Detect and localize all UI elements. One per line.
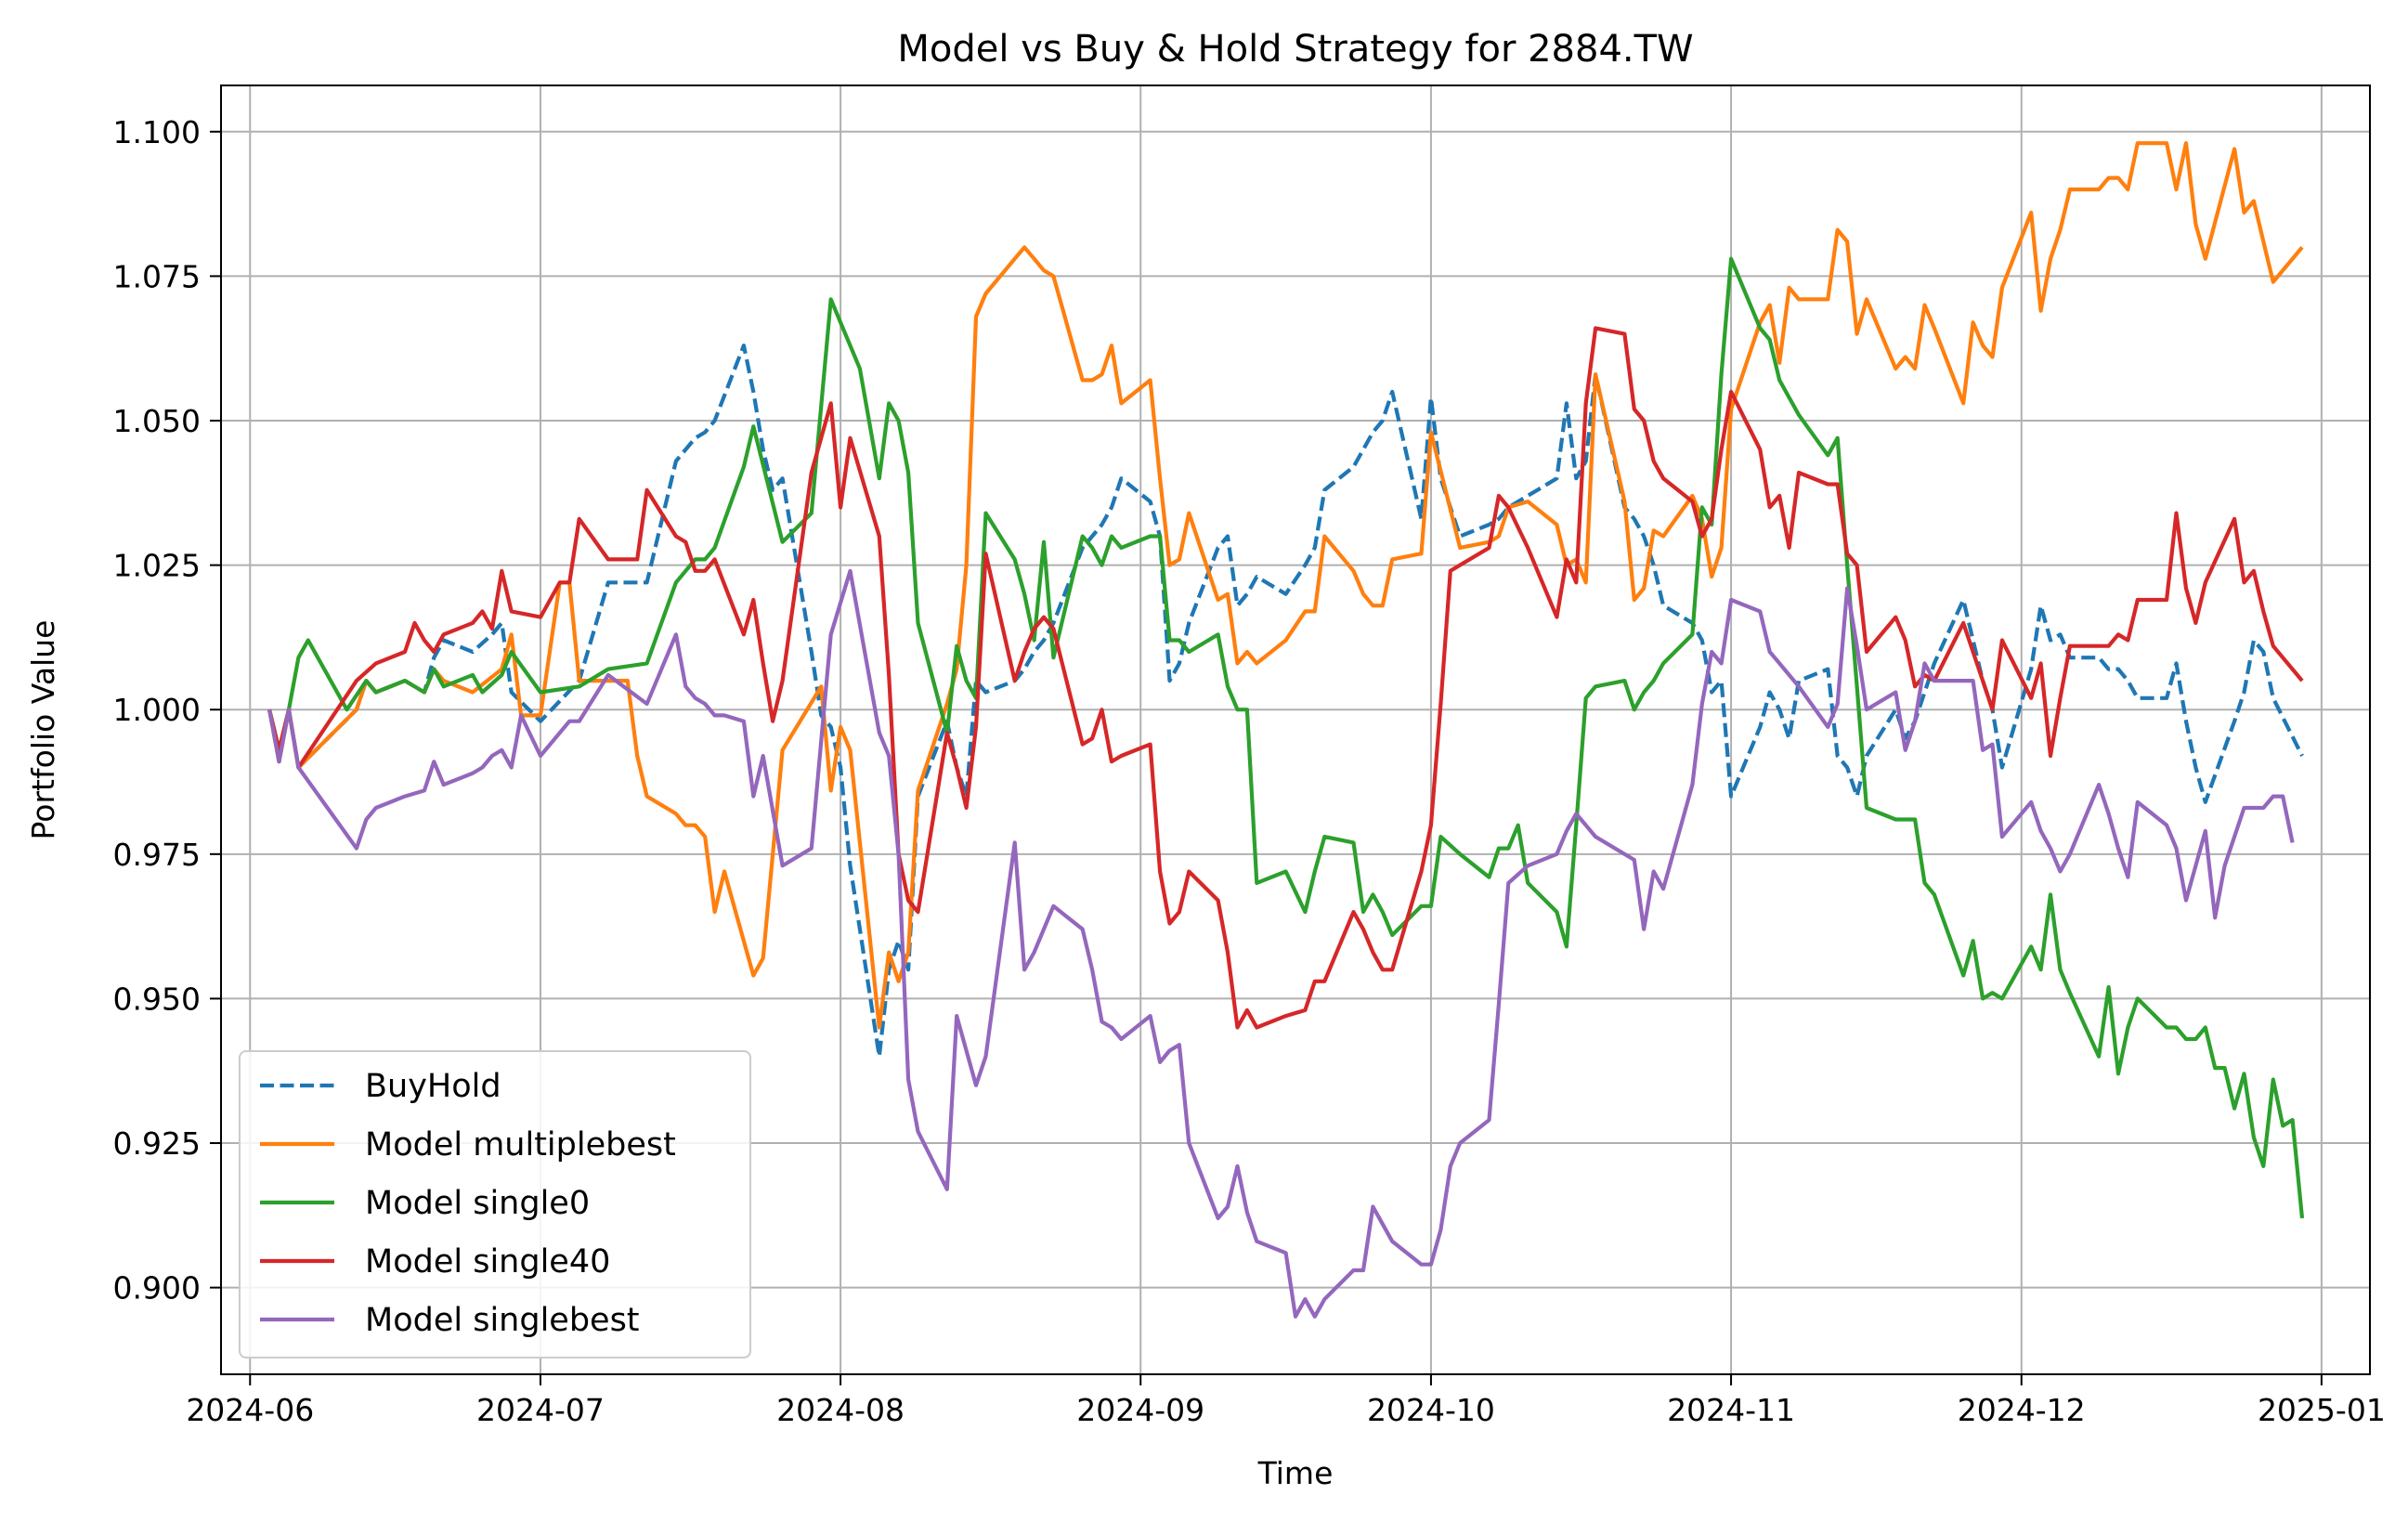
y-tick-label: 0.900	[113, 1270, 201, 1306]
y-tick-label: 0.975	[113, 837, 201, 873]
chart-title: Model vs Buy & Hold Strategy for 2884.TW	[897, 28, 1693, 71]
y-tick-label: 1.000	[113, 692, 201, 728]
x-tick-label: 2024-10	[1367, 1392, 1495, 1428]
y-tick-label: 1.050	[113, 403, 201, 439]
series-line	[267, 568, 2295, 1319]
x-tick-label: 2024-06	[186, 1392, 314, 1428]
legend: BuyHold Model multiplebest Model single0 Mo…	[239, 1050, 751, 1358]
y-tick-label: 1.025	[113, 548, 201, 584]
legend-label: Model single40	[365, 1243, 610, 1280]
x-tick-label: 2024-07	[476, 1392, 605, 1428]
x-axis: 2024-06 2024-07 2024-08 2024-09 2024-10 2024-…	[186, 1374, 2386, 1428]
y-axis: 0.900 0.925 0.950 0.975 1.000 1.025 1.050 1.075…	[113, 114, 221, 1306]
x-tick-label: 2024-09	[1076, 1392, 1204, 1428]
y-tick-label: 1.100	[113, 114, 201, 150]
legend-label: Model singlebest	[365, 1302, 640, 1339]
x-tick-label: 2024-08	[776, 1392, 905, 1428]
legend-label: Model single0	[365, 1185, 590, 1222]
legend-box	[239, 1050, 751, 1358]
series-line	[267, 326, 2304, 1030]
series-line	[267, 141, 2304, 1030]
y-tick-label: 0.925	[113, 1125, 201, 1162]
series-line	[267, 256, 2305, 1219]
y-tick-label: 1.075	[113, 258, 201, 294]
x-axis-title: Time	[1257, 1455, 1334, 1491]
legend-label: BuyHold	[365, 1068, 501, 1105]
plot-frame	[220, 84, 2371, 1375]
x-tick-label: 2024-11	[1667, 1392, 1795, 1428]
y-tick-label: 0.950	[113, 981, 201, 1017]
x-tick-label: 2024-12	[1958, 1392, 2086, 1428]
x-tick-label: 2025-01	[2258, 1392, 2386, 1428]
series-lines	[267, 141, 2305, 1319]
y-axis-title: Portfolio Value	[25, 620, 61, 840]
legend-label: Model multiplebest	[365, 1126, 676, 1164]
